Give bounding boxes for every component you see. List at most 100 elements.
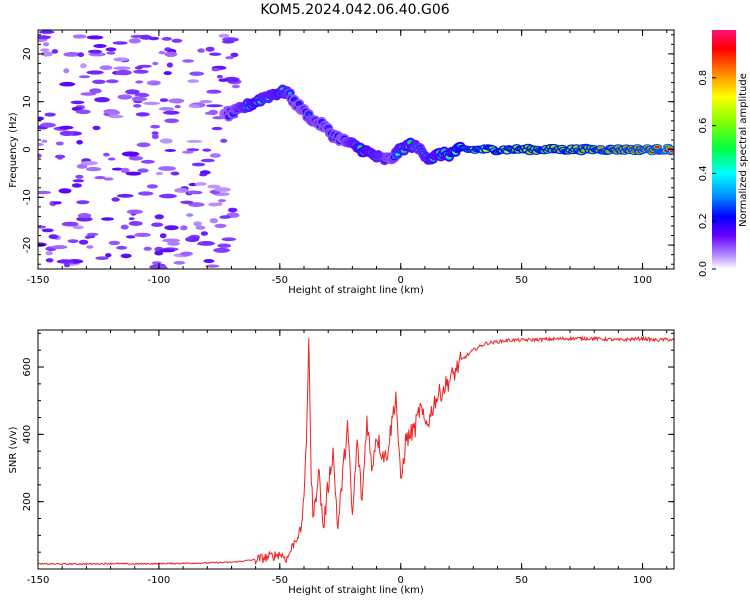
- chart-title: KOM5.2024.042.06.40.G06: [260, 2, 449, 18]
- spectrogram-ridge-core: [670, 150, 674, 153]
- spectrogram-noise-blob: [154, 214, 164, 220]
- spectrogram-noise-blob: [137, 168, 149, 173]
- spectrogram-noise-blob: [116, 193, 134, 198]
- spectrogram-noise-blob: [187, 190, 199, 195]
- spectrogram-noise-blob: [80, 63, 87, 69]
- spectrogram-noise-blob: [170, 171, 180, 176]
- x-tick-label: -50: [272, 575, 288, 586]
- spectrogram-noise-blob: [112, 41, 128, 45]
- spectrogram-noise-blob: [209, 52, 222, 56]
- spectrogram-noise-blob: [94, 176, 106, 180]
- spectrogram-noise-blob: [111, 197, 120, 202]
- spectrogram-noise-blob: [164, 225, 179, 231]
- spectrogram-noise-blob: [70, 100, 85, 105]
- spectrogram-noise-blob: [219, 215, 232, 219]
- spectrogram-noise-blob: [76, 216, 93, 222]
- spectrogram-noise-blob: [58, 188, 72, 194]
- spectrogram-noise-blob: [225, 56, 235, 60]
- spectrogram-noise-blob: [80, 161, 99, 166]
- spectrogram-noise-blob: [148, 36, 160, 41]
- spectrogram-noise-blob: [106, 51, 116, 55]
- spectrogram-noise-blob: [151, 222, 164, 227]
- spectrogram-noise-blob: [218, 78, 229, 82]
- spectrogram-noise-blob: [128, 217, 135, 221]
- spectrogram-noise-blob: [86, 245, 94, 249]
- spectrogram-noise-blob: [111, 167, 123, 171]
- spectrogram-noise-blob: [208, 202, 220, 207]
- spectrogram-noise-blob: [208, 109, 218, 116]
- spectrogram-noise-blob: [38, 190, 52, 195]
- spectrogram-noise-blob: [193, 221, 203, 227]
- x-tick-label: -50: [272, 275, 288, 286]
- spectrogram-noise-blob: [180, 251, 193, 256]
- spectrogram-noise-blob: [213, 247, 231, 253]
- y-tick-label: 0: [22, 146, 33, 152]
- spectrogram-noise-blob: [159, 248, 176, 253]
- spectrogram-noise-blob: [140, 159, 155, 164]
- spectrogram-noise-blob: [159, 98, 169, 102]
- spectrogram-noise-blob: [227, 78, 238, 83]
- spectrogram-noise-blob: [217, 243, 232, 248]
- spectrogram-x-label: Height of straight line (km): [288, 285, 424, 296]
- spectrogram-noise-blob: [76, 140, 83, 145]
- spectrogram-noise-blob: [63, 52, 81, 57]
- colorbar-tick-label: 0.6: [698, 118, 709, 134]
- spectrogram-noise-blob: [146, 184, 158, 189]
- spectrogram-noise-blob: [202, 148, 212, 152]
- spectrogram-ridge-core: [296, 102, 302, 106]
- spectrogram-noise-blob: [92, 125, 101, 131]
- spectrogram-noise-blob: [55, 141, 64, 146]
- spectrogram-noise-blob: [95, 256, 109, 261]
- y-tick-label: 400: [22, 425, 33, 444]
- spectrogram-noise-blob: [161, 37, 173, 41]
- spectrogram-noise-blob: [63, 262, 71, 268]
- snr-panel: -150 -100 -50 0 50 100 200 400 600 Height of st…: [8, 329, 675, 596]
- spectrogram-noise-blob: [187, 79, 200, 83]
- x-tick-label: 0: [398, 275, 404, 286]
- spectrogram-noise-blob: [216, 202, 223, 206]
- spectrogram-noise-blob: [168, 98, 185, 104]
- spectrogram-noise-blob: [216, 74, 223, 79]
- spectrogram-noise-blob: [38, 142, 44, 147]
- spectrogram-noise-blob: [40, 48, 50, 52]
- spectrogram-noise-blob: [163, 71, 172, 76]
- spectrogram-noise-blob: [114, 69, 132, 76]
- spectrogram-noise-blob: [128, 38, 141, 44]
- spectrogram-noise-blob: [230, 52, 239, 58]
- spectrogram-noise-blob: [72, 225, 84, 230]
- spectrogram-noise-blob: [89, 88, 102, 94]
- spectrogram-noise-blob: [113, 57, 129, 62]
- spectrogram-noise-blob: [166, 62, 173, 68]
- x-tick-label: 50: [515, 275, 528, 286]
- spectrogram-noise-blob: [164, 51, 178, 57]
- spectrogram-noise-blob: [76, 164, 88, 169]
- spectrogram-noise-blob: [38, 35, 51, 40]
- spectrogram-noise-blob: [137, 191, 154, 196]
- spectrogram-noise-blob: [94, 97, 110, 103]
- spectrogram-noise-blob: [197, 241, 215, 246]
- spectrogram-noise-blob: [63, 68, 70, 74]
- colorbar: 0.0 0.2 0.4 0.6 0.8 Normalized spectral ampl…: [698, 30, 749, 277]
- snr-x-label: Height of straight line (km): [288, 585, 424, 596]
- spectrogram-noise-blob: [188, 104, 201, 108]
- spectrogram-noise-blob: [72, 34, 87, 39]
- spectrogram-noise-blob: [126, 209, 143, 215]
- spectrogram-noise-blob: [199, 100, 213, 104]
- spectrogram-noise-blob: [56, 155, 64, 160]
- spectrogram-noise-blob: [56, 259, 74, 264]
- spectrogram-noise-blob: [174, 187, 189, 193]
- spectrogram-noise-blob: [136, 142, 151, 148]
- spectrogram-noise-blob: [77, 213, 92, 219]
- spectrogram-noise-blob: [116, 245, 128, 250]
- spectrogram-noise-blob: [227, 207, 238, 213]
- spectrogram-ridge-core: [654, 145, 660, 149]
- colorbar-tick-label: 0.8: [698, 70, 709, 86]
- spectrogram-noise-blob: [205, 46, 215, 52]
- spectrogram-noise-blob: [187, 236, 194, 241]
- spectrogram-noise-blob: [200, 158, 215, 163]
- spectrogram-noise-blob: [101, 217, 114, 221]
- spectrogram-noise-blob: [182, 59, 195, 63]
- spectrogram-noise-blob: [53, 201, 62, 205]
- spectrogram-noise-blob: [220, 138, 228, 143]
- spectrogram-noise-blob: [209, 218, 219, 224]
